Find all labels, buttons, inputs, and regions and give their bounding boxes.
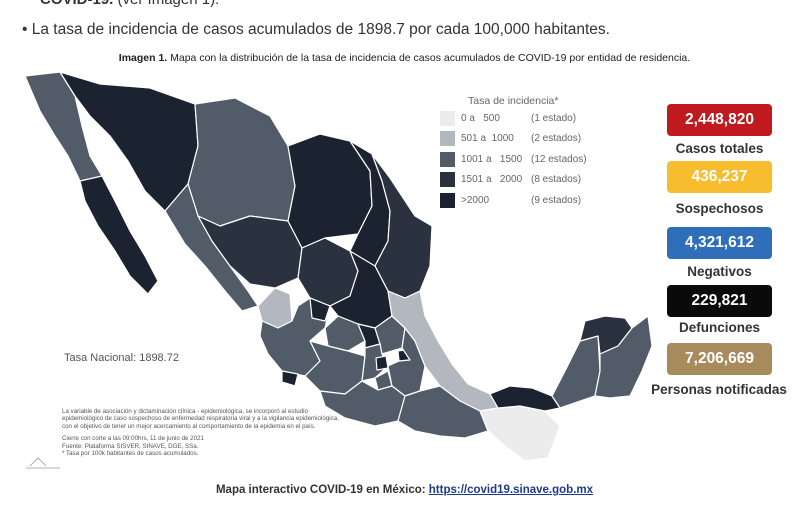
deaths-box: 229,821 xyxy=(667,285,772,317)
state-campeche xyxy=(551,335,601,409)
legend-count: (8 estados) xyxy=(531,174,582,186)
source-line: * Tasa por 100k habitantes de casos acum… xyxy=(62,450,199,458)
fragment-bold: COVID-19. xyxy=(40,0,113,8)
state-baja-california-sur xyxy=(79,175,159,295)
legend-range: 0 a 500 xyxy=(461,112,500,124)
bullet-text: La tasa de incidencia de casos acumulado… xyxy=(31,21,610,38)
mexico-incidence-map xyxy=(24,71,653,469)
legend-swatch xyxy=(440,151,455,167)
suspected-label: Sospechosos xyxy=(675,201,764,216)
legend-row: 1001 a 1500 (12 estados) xyxy=(440,149,587,170)
legend-swatch xyxy=(440,172,455,188)
total-cases-label: Casos totales xyxy=(675,141,764,156)
legend-title: Tasa de incidencia* xyxy=(468,95,559,107)
state-aguascalientes xyxy=(309,297,331,322)
legend-swatch xyxy=(440,110,455,126)
state-chiapas xyxy=(479,405,561,462)
deaths-value: 229,821 xyxy=(691,292,748,309)
note-line: La variable de asociación y dictaminació… xyxy=(62,408,308,415)
source-line: Cierre con corte a las 09:00hrs, 11 de j… xyxy=(62,435,204,443)
fragment-normal: (ver Imagen 1). xyxy=(113,0,220,8)
suspected-box: 436,237 xyxy=(667,161,772,193)
source-line: Fuente: Plataforma SISVER, SINAVE, DGE, … xyxy=(62,442,199,450)
state-quintana-roo xyxy=(594,315,653,399)
negatives-box: 4,321,612 xyxy=(667,227,772,259)
interactive-map-link[interactable]: https://covid19.sinave.gob.mx xyxy=(428,484,594,496)
legend-range: 1001 a 1500 xyxy=(461,153,523,165)
previous-text-fragment: COVID-19. (ver Imagen 1). xyxy=(40,0,219,8)
bullet-paragraph: • La tasa de incidencia de casos acumula… xyxy=(22,21,610,39)
total-cases-value: 2,448,820 xyxy=(685,111,754,128)
total-cases-box: 2,448,820 xyxy=(667,104,772,136)
legend-range: 501 a 1000 xyxy=(461,133,514,145)
note-line: con el objetivo de tener un mejor acerca… xyxy=(62,422,316,430)
footer-text: Mapa interactivo COVID-19 en México: xyxy=(215,484,429,496)
deaths-label: Defunciones xyxy=(678,320,760,335)
scale-mark-icon xyxy=(26,457,60,469)
legend-count: (1 estado) xyxy=(531,112,577,124)
image-caption: Imagen 1. Mapa con la distribución de la… xyxy=(0,52,809,64)
legend-swatch xyxy=(440,192,455,208)
negatives-label: Negativos xyxy=(687,264,752,279)
state-tabasco xyxy=(489,385,561,412)
legend-row: 1501 a 2000 (8 estados) xyxy=(440,170,587,191)
note-line: epidemiológico de caso sospechoso de enf… xyxy=(62,415,339,423)
legend-range: >2000 xyxy=(461,194,490,206)
interactive-map-footer: Mapa interactivo COVID-19 en México: htt… xyxy=(0,484,809,496)
caption-label: Imagen 1. xyxy=(118,52,168,64)
state-estado-de-mexico xyxy=(361,343,389,382)
state-zacatecas xyxy=(297,237,359,307)
map-legend: Tasa de incidencia* 0 a 500 (1 estado) 5… xyxy=(440,95,587,211)
state-cdmx xyxy=(375,355,389,371)
bullet-icon: • xyxy=(22,21,28,38)
state-sinaloa xyxy=(164,183,259,312)
legend-count: (12 estados) xyxy=(531,153,587,165)
state-chihuahua xyxy=(187,97,296,227)
notified-box: 7,206,669 xyxy=(667,343,772,375)
suspected-value: 436,237 xyxy=(691,168,748,185)
caption-text: Mapa con la distribución de la tasa de i… xyxy=(167,52,691,64)
negatives-value: 4,321,612 xyxy=(685,234,754,251)
methodology-note: La variable de asociación y dictaminació… xyxy=(62,408,362,457)
legend-count: (2 estados) xyxy=(531,133,582,145)
legend-swatch xyxy=(440,131,455,147)
legend-count: (9 estados) xyxy=(531,194,582,206)
legend-row: 0 a 500 (1 estado) xyxy=(440,108,587,129)
notified-label: Personas notificadas xyxy=(651,382,787,397)
legend-row: 501 a 1000 (2 estados) xyxy=(440,129,587,150)
legend-row: >2000 (9 estados) xyxy=(440,190,587,211)
national-rate-label: Tasa Nacional: 1898.72 xyxy=(64,352,179,364)
notified-value: 7,206,669 xyxy=(685,350,754,367)
state-colima xyxy=(281,370,299,387)
legend-range: 1501 a 2000 xyxy=(461,174,523,186)
